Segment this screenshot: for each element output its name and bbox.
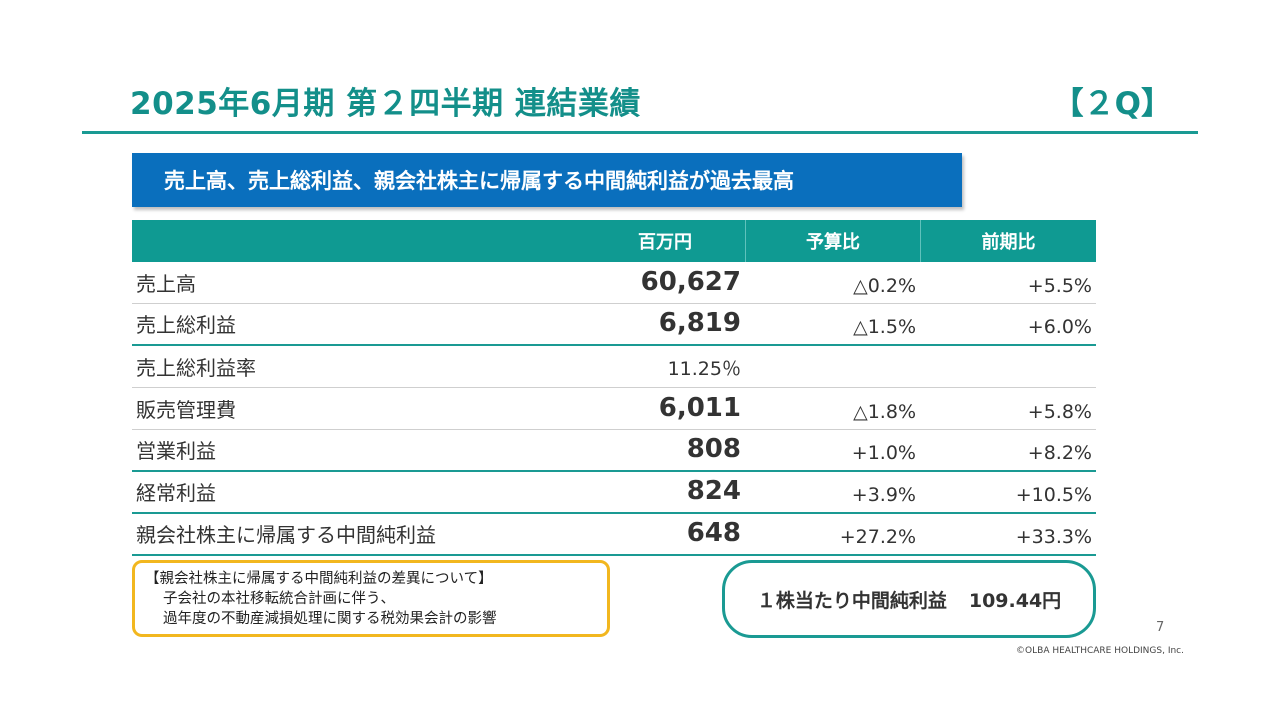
headline-banner: 売上高、売上総利益、親会社株主に帰属する中間純利益が過去最高 [132,153,962,207]
page-title: 2025年6月期 第２四半期 連結業績 [130,86,641,122]
row-vs-budget: +1.0% [851,442,916,464]
row-value: 648 [686,518,741,548]
variance-note: 【親会社株主に帰属する中間純利益の差異について】 子会社の本社移転統合計画に伴う… [132,560,610,637]
row-label: 販売管理費 [136,398,236,422]
row-vs-budget: △1.5% [853,316,916,338]
table-row: 販売管理費 6,011 △1.8% +5.8% [132,388,1096,430]
eps-value: 109.44円 [968,589,1062,612]
table-row: 親会社株主に帰属する中間純利益 648 +27.2% +33.3% [132,514,1096,556]
row-vs-prior: +10.5% [1015,484,1092,506]
header-million-yen: 百万円 [638,232,692,253]
note-heading: 【親会社株主に帰属する中間純利益の差異について】 [145,571,493,587]
table-row: 営業利益 808 +1.0% +8.2% [132,430,1096,472]
row-vs-prior: +5.8% [1027,401,1092,423]
table-row: 経常利益 824 +3.9% +10.5% [132,472,1096,514]
row-label: 売上総利益 [136,313,236,337]
row-label: 営業利益 [136,439,216,463]
row-label: 親会社株主に帰属する中間純利益 [136,523,436,547]
header-blank [132,220,585,262]
row-value: 6,819 [658,308,741,338]
note-line: 過年度の不動産減損処理に関する税効果会計の影響 [163,611,497,627]
row-value: 11.25％ [667,358,741,380]
table-header: 百万円 予算比 前期比 [132,220,1096,262]
eps-box: １株当たり中間純利益 109.44円 [722,560,1096,638]
table-row: 売上総利益率 11.25％ [132,346,1096,388]
row-value: 824 [686,476,741,506]
table-row: 売上高 60,627 △0.2% +5.5% [132,262,1096,304]
row-value: 60,627 [640,267,741,297]
row-value: 808 [686,434,741,464]
row-value: 6,011 [658,393,741,423]
eps-label: １株当たり中間純利益 [756,589,947,612]
row-vs-budget: △1.8% [853,401,916,423]
header-vs-prior: 前期比 [920,220,1096,262]
row-vs-prior: +6.0% [1027,316,1092,338]
header-vs-budget: 予算比 [745,220,920,262]
row-label: 経常利益 [136,481,216,505]
copyright: ©OLBA HEALTHCARE HOLDINGS, Inc. [1016,646,1184,656]
row-label: 売上総利益率 [136,356,256,380]
quarter-tag: 【２Q】 [1052,86,1172,122]
row-vs-budget: △0.2% [853,275,916,297]
title-divider [82,131,1198,134]
note-line: 子会社の本社移転統合計画に伴う、 [163,591,395,607]
row-vs-prior: +8.2% [1027,442,1092,464]
row-label: 売上高 [136,272,196,296]
row-vs-budget: +27.2% [839,526,916,548]
results-table: 百万円 予算比 前期比 売上高 60,627 △0.2% +5.5% 売上総利益… [132,220,1096,556]
table-row: 売上総利益 6,819 △1.5% +6.0% [132,304,1096,346]
page-number: 7 [1156,620,1165,635]
row-vs-prior: +33.3% [1015,526,1092,548]
row-vs-prior: +5.5% [1027,275,1092,297]
row-vs-budget: +3.9% [851,484,916,506]
